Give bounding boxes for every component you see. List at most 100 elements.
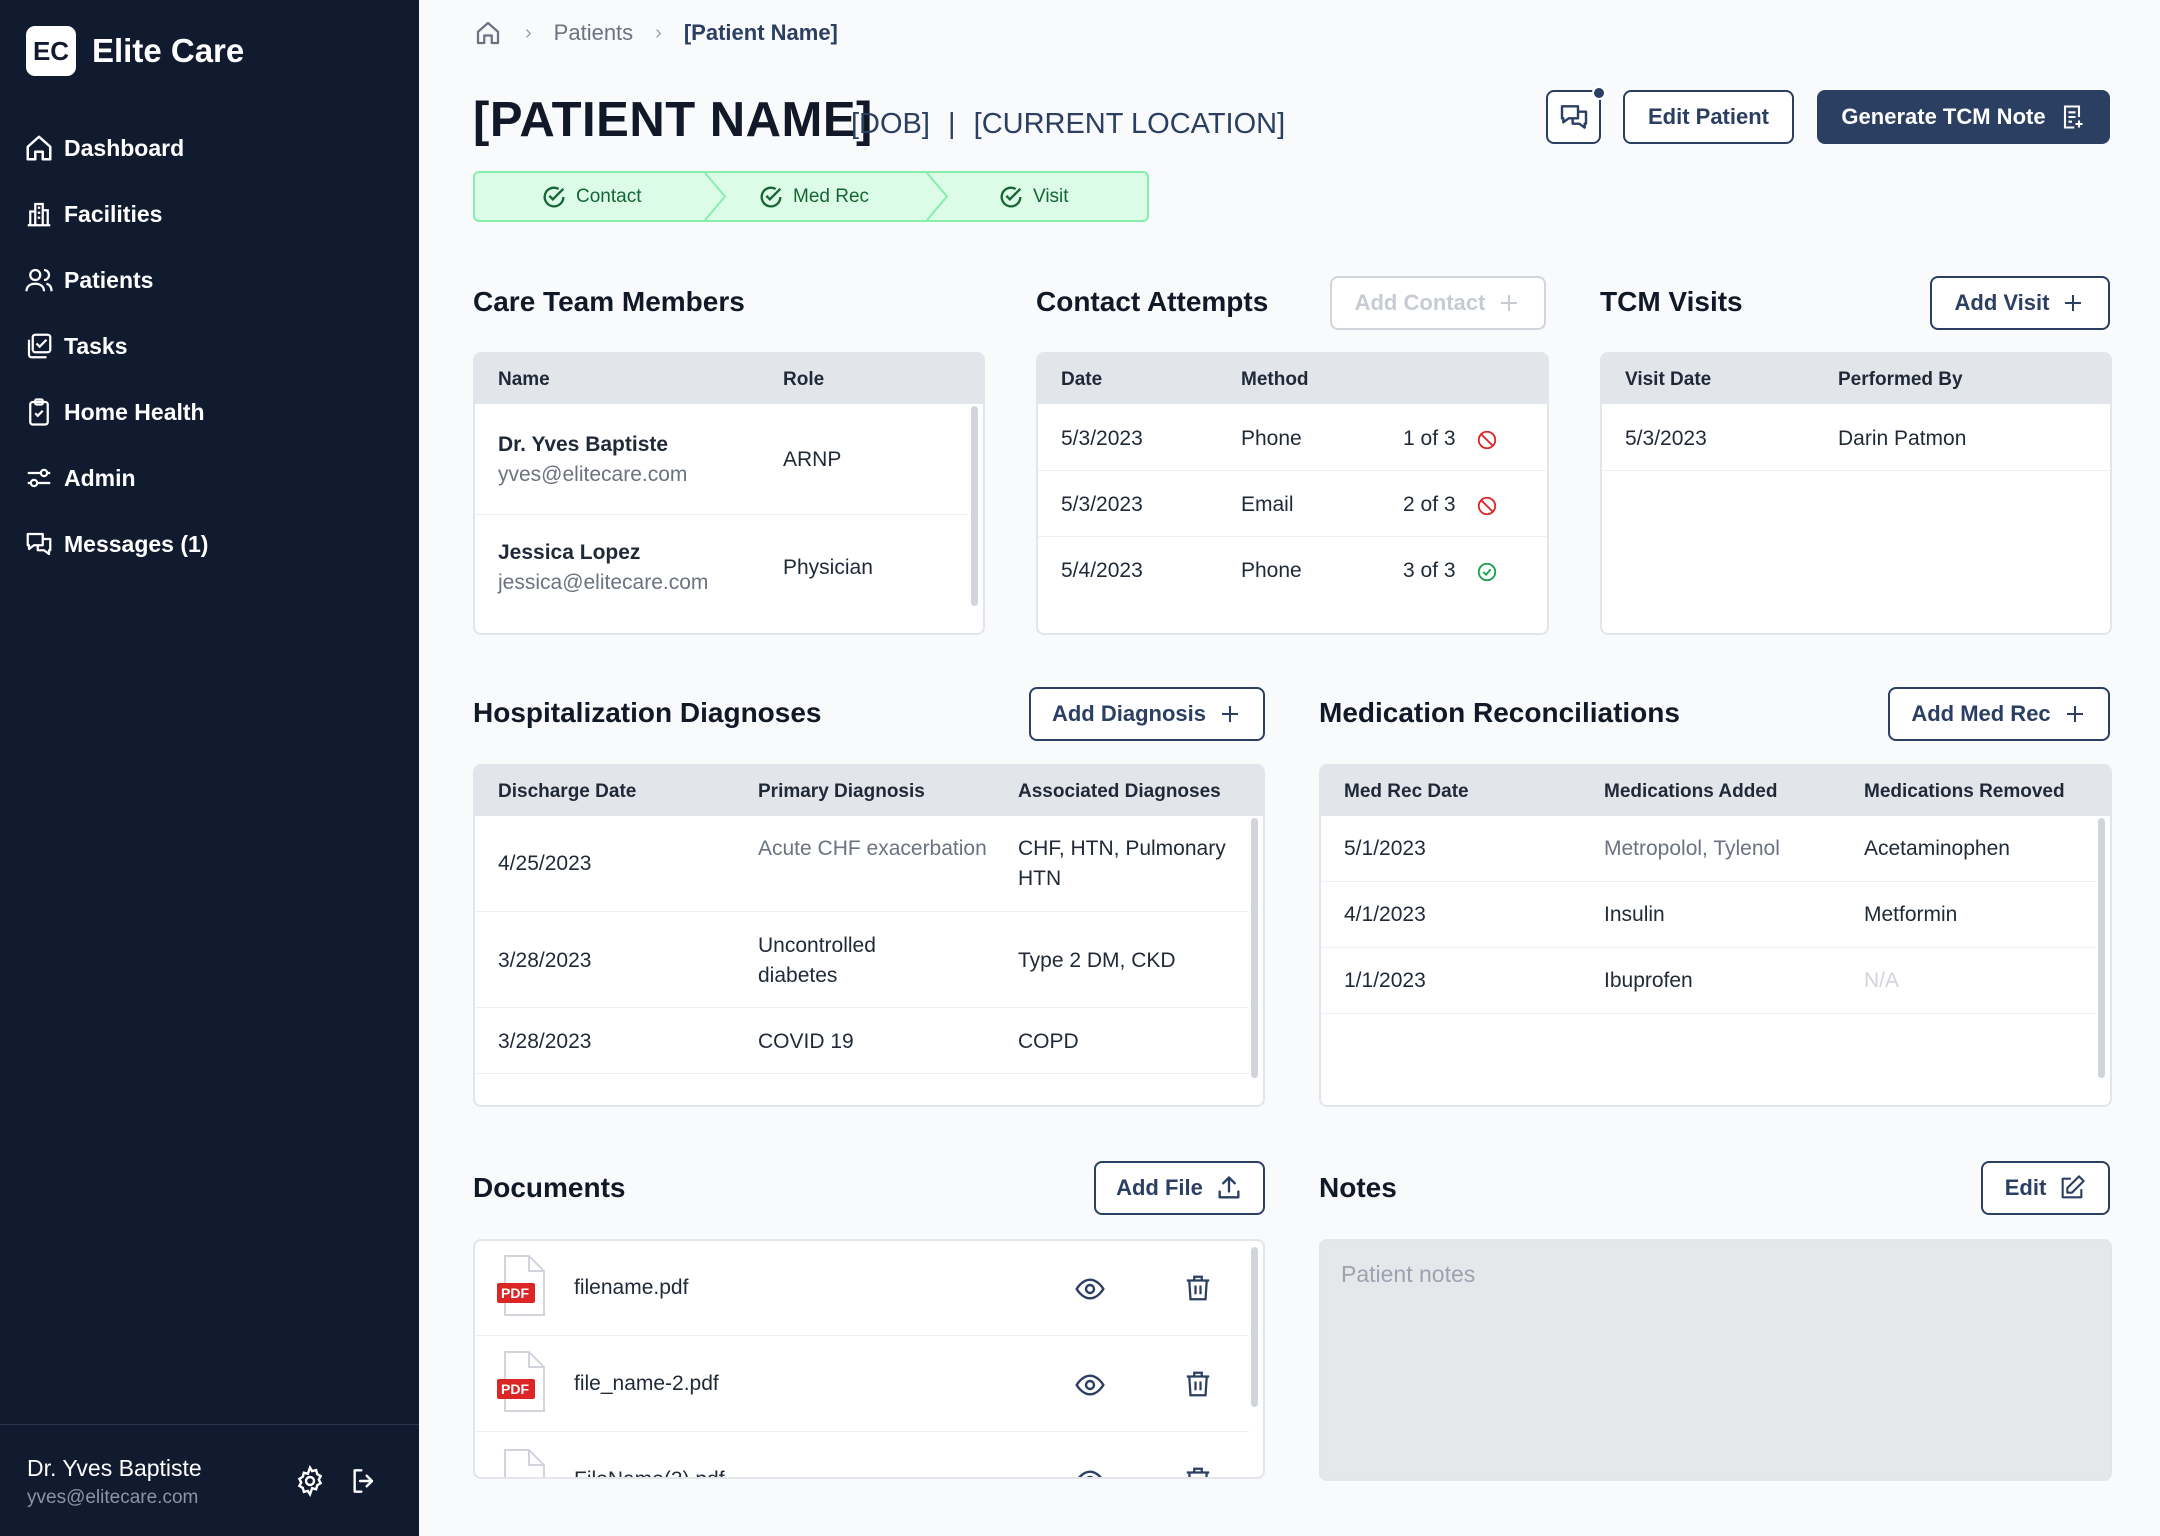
sidebar-item-facilities[interactable]: Facilities (24, 181, 208, 247)
contact-method: Email (1241, 493, 1294, 516)
documents-card: PDF filename.pdf PDF file_name-2.pdf Fil… (473, 1239, 1265, 1479)
step-med-rec[interactable]: Med Rec (757, 173, 869, 220)
step-label: Med Rec (793, 185, 870, 207)
eye-icon[interactable] (1074, 1273, 1106, 1305)
chevron-right-icon: › (525, 21, 532, 44)
column-header: Name (498, 369, 550, 390)
associated-diagnoses: COPD (1018, 1030, 1079, 1053)
notes-field[interactable]: Patient notes (1319, 1239, 2112, 1481)
contact-attempt-count: 2 of 3 (1403, 493, 1456, 516)
generate-tcm-note-button[interactable]: Generate TCM Note (1817, 90, 2110, 144)
breadcrumb-patients[interactable]: Patients (553, 20, 634, 45)
tasks-icon (24, 331, 54, 361)
tcm-visits-card: Visit Date Performed By 5/3/2023 Darin P… (1600, 352, 2112, 635)
sidebar-item-home-health[interactable]: Home Health (24, 379, 208, 445)
medications-removed: N/A (1864, 969, 1900, 992)
note-add-icon (2063, 105, 2083, 129)
add-visit-button[interactable]: Add Visit (1930, 276, 2110, 330)
contact-date: 5/3/2023 (1061, 427, 1143, 450)
contact-method: Phone (1241, 559, 1302, 582)
add-med-rec-button[interactable]: Add Med Rec (1888, 687, 2110, 741)
medications-removed: Acetaminophen (1864, 837, 2010, 860)
discharge-date: 3/28/2023 (498, 1030, 592, 1053)
add-file-label: Add File (1116, 1175, 1203, 1200)
sidebar-item-patients[interactable]: Patients (24, 247, 208, 313)
check-circle-icon (1000, 186, 1022, 208)
sidebar-item-label: Facilities (64, 200, 163, 227)
scrollbar[interactable] (1251, 818, 1258, 1078)
scrollbar[interactable] (971, 406, 978, 606)
app-logo[interactable]: EC Elite Care (26, 26, 244, 76)
row-divider (1602, 470, 2110, 471)
column-header: Date (1061, 369, 1103, 390)
sidebar-item-label: Dashboard (64, 134, 185, 161)
step-contact[interactable]: Contact (540, 173, 641, 220)
sidebar-item-dashboard[interactable]: Dashboard (24, 115, 208, 181)
discharge-date: 4/25/2023 (498, 852, 592, 875)
user-name: Dr. Yves Baptiste (27, 1455, 202, 1481)
chevron-right-icon: › (655, 21, 662, 44)
notification-dot (1592, 86, 1606, 100)
breadcrumb-current: [Patient Name] (683, 20, 838, 45)
add-diagnosis-label: Add Diagnosis (1051, 701, 1206, 726)
contact-attempt-count: 3 of 3 (1403, 559, 1456, 582)
scrollbar[interactable] (2098, 818, 2105, 1078)
plus-icon (1501, 295, 1518, 311)
member-email[interactable]: jessica@elitecare.com (498, 571, 709, 594)
sidebar-item-tasks[interactable]: Tasks (24, 313, 208, 379)
associated-diagnoses: CHF, HTN, Pulmonary HTN (1018, 837, 1226, 890)
home-icon[interactable] (473, 18, 503, 48)
check-circle-icon (543, 186, 565, 208)
chat-button[interactable] (1546, 86, 1606, 144)
trash-icon[interactable] (1183, 1368, 1213, 1400)
column-header: Medications Added (1604, 781, 1778, 802)
row-divider (475, 1073, 1249, 1074)
table-header: Visit Date Performed By (1602, 354, 2110, 404)
row-divider (1321, 947, 2096, 948)
member-name: Jessica Lopez (498, 541, 641, 564)
notes-placeholder: Patient notes (1341, 1261, 1476, 1287)
med-rec-date: 4/1/2023 (1344, 903, 1426, 926)
contact-attempts-card: Date Method 5/3/2023 Phone 1 of 3 5/3/20… (1036, 352, 1549, 635)
edit-notes-label: Edit (2004, 1175, 2047, 1200)
add-contact-button[interactable]: Add Contact (1330, 276, 1546, 330)
sidebar-item-label: Messages (1) (64, 530, 209, 557)
check-circle-icon (1477, 562, 1497, 582)
row-divider (1038, 470, 1547, 471)
plus-icon (1222, 706, 1238, 722)
sidebar-item-admin[interactable]: Admin (24, 445, 208, 511)
eye-icon[interactable] (1074, 1465, 1106, 1479)
upload-icon (1218, 1176, 1240, 1199)
file-name[interactable]: file_name-2.pdf (574, 1372, 719, 1395)
sidebar-nav: Dashboard Facilities Patients Tasks Home… (24, 115, 208, 577)
sidebar: EC Elite Care Dashboard Facilities Patie… (0, 0, 419, 1536)
edit-notes-button[interactable]: Edit (1981, 1161, 2110, 1215)
scrollbar[interactable] (1251, 1247, 1258, 1407)
sliders-icon (24, 463, 54, 493)
table-header: Discharge Date Primary Diagnosis Associa… (475, 766, 1263, 816)
edit-patient-button[interactable]: Edit Patient (1623, 90, 1794, 144)
breadcrumb: › Patients › [Patient Name] (473, 18, 838, 48)
file-name[interactable]: filename.pdf (574, 1276, 689, 1299)
trash-icon[interactable] (1183, 1464, 1213, 1479)
file-name[interactable]: FileName(3).pdf (574, 1465, 725, 1477)
eye-icon[interactable] (1074, 1369, 1106, 1401)
step-visit[interactable]: Visit (997, 173, 1069, 220)
logout-icon[interactable] (348, 1465, 380, 1497)
progress-steps: Contact Med Rec Visit (473, 171, 1149, 222)
column-header: Med Rec Date (1344, 781, 1469, 802)
sidebar-item-messages[interactable]: Messages (1) (24, 511, 208, 577)
user-email: yves@elitecare.com (27, 1487, 199, 1508)
trash-icon[interactable] (1183, 1272, 1213, 1304)
member-email[interactable]: yves@elitecare.com (498, 463, 688, 486)
ban-icon (1477, 430, 1497, 450)
users-icon (24, 265, 54, 295)
med-rec-date: 1/1/2023 (1344, 969, 1426, 992)
add-file-button[interactable]: Add File (1094, 1161, 1265, 1215)
column-header: Role (783, 369, 825, 390)
messages-icon (24, 529, 54, 559)
settings-gear-icon[interactable] (294, 1465, 326, 1497)
home-icon (24, 133, 54, 163)
row-divider (475, 911, 1249, 912)
add-diagnosis-button[interactable]: Add Diagnosis (1029, 687, 1265, 741)
